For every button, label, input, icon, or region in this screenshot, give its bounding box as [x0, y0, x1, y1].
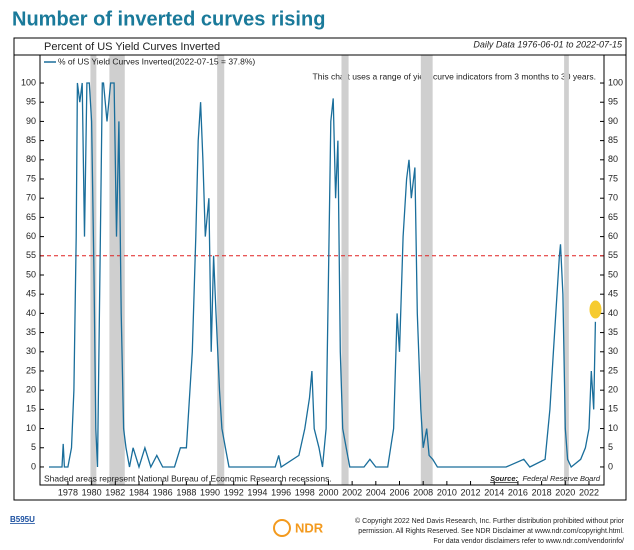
y-tick-label: 100	[608, 77, 623, 87]
y-tick-label: 35	[608, 327, 618, 337]
y-tick-label: 85	[608, 135, 618, 145]
x-tick-label: 1978	[58, 487, 78, 497]
y-tick-label: 95	[608, 97, 618, 107]
y-tick-label: 85	[26, 135, 36, 145]
recession-band	[109, 55, 125, 485]
source-label: Source:	[490, 474, 518, 483]
footer-line: For data vendor disclaimers refer to www…	[433, 538, 624, 545]
y-tick-label: 50	[26, 269, 36, 279]
y-tick-label: 70	[26, 193, 36, 203]
plot-frame	[39, 54, 605, 486]
y-tick-label: 55	[608, 250, 618, 260]
y-tick-label: 60	[608, 231, 618, 241]
chart-title: Number of inverted curves rising	[12, 8, 325, 30]
y-tick-label: 40	[608, 308, 618, 318]
y-tick-label: 30	[26, 346, 36, 356]
x-tick-label: 2022	[579, 487, 599, 497]
x-tick-label: 1984	[129, 487, 149, 497]
recession-note: Shaded areas represent National Bureau o…	[44, 473, 332, 483]
chart-code[interactable]: B595U	[10, 515, 35, 524]
highlight	[589, 300, 602, 319]
y-tick-label: 5	[608, 442, 613, 452]
y-tick-label: 45	[26, 289, 36, 299]
x-tick-label: 2016	[508, 487, 528, 497]
footer-line: © Copyright 2022 Ned Davis Research, Inc…	[355, 517, 625, 525]
y-tick-label: 20	[26, 385, 36, 395]
recession-band	[341, 55, 349, 485]
source: Federal Reserve Board	[522, 474, 600, 483]
x-tick-label: 2000	[318, 487, 338, 497]
y-tick-label: 55	[26, 250, 36, 260]
y-tick-label: 10	[26, 423, 36, 433]
y-tick-label: 65	[26, 212, 36, 222]
y-tick-label: 90	[608, 116, 618, 126]
y-tick-label: 50	[608, 269, 618, 279]
y-tick-label: 35	[26, 327, 36, 337]
y-tick-label: 75	[26, 173, 36, 183]
x-tick-label: 2014	[484, 487, 504, 497]
legend-label: % of US Yield Curves Inverted(2022-07-15…	[58, 56, 255, 66]
x-tick-label: 1994	[247, 487, 267, 497]
date-range: Daily Data 1976-06-01 to 2022-07-15	[473, 39, 623, 49]
x-tick-label: 2004	[366, 487, 386, 497]
y-tick-label: 70	[608, 193, 618, 203]
logo-icon	[273, 519, 291, 537]
y-tick-label: 25	[608, 365, 618, 375]
x-tick-label: 2006	[389, 487, 409, 497]
x-tick-label: 1998	[295, 487, 315, 497]
x-tick-label: 1996	[271, 487, 291, 497]
x-tick-label: 1988	[176, 487, 196, 497]
outer-frame	[13, 37, 627, 501]
y-tick-label: 15	[26, 404, 36, 414]
y-tick-label: 0	[608, 461, 613, 471]
x-tick-label: 1992	[224, 487, 244, 497]
x-tick-label: 2008	[413, 487, 433, 497]
series-line	[49, 82, 597, 470]
y-tick-label: 40	[26, 308, 36, 318]
y-tick-label: 25	[26, 365, 36, 375]
x-tick-label: 2002	[342, 487, 362, 497]
logo: NDR	[295, 520, 324, 535]
x-tick-label: 2010	[437, 487, 457, 497]
y-tick-label: 80	[608, 154, 618, 164]
y-tick-label: 90	[26, 116, 36, 126]
y-tick-label: 15	[608, 404, 618, 414]
y-tick-label: 10	[608, 423, 618, 433]
subtitle: Percent of US Yield Curves Inverted	[44, 41, 220, 53]
y-tick-label: 95	[26, 97, 36, 107]
x-tick-label: 2012	[461, 487, 481, 497]
y-tick-label: 100	[21, 77, 36, 87]
y-tick-label: 60	[26, 231, 36, 241]
x-tick-label: 1980	[82, 487, 102, 497]
y-tick-label: 5	[31, 442, 36, 452]
y-tick-label: 20	[608, 385, 618, 395]
x-tick-label: 2018	[532, 487, 552, 497]
x-tick-label: 1982	[105, 487, 125, 497]
y-tick-label: 30	[608, 346, 618, 356]
footer-line: permission. All Rights Reserved. See NDR…	[358, 528, 624, 535]
y-tick-label: 0	[31, 461, 36, 471]
note: This chart uses a range of yield curve i…	[313, 71, 596, 81]
x-tick-label: 1986	[153, 487, 173, 497]
y-tick-label: 75	[608, 173, 618, 183]
y-tick-label: 80	[26, 154, 36, 164]
x-tick-label: 2020	[555, 487, 575, 497]
y-tick-label: 45	[608, 289, 618, 299]
x-tick-label: 1990	[200, 487, 220, 497]
recession-band	[564, 55, 569, 485]
recession-band	[420, 55, 433, 485]
recession-band	[217, 55, 225, 485]
y-tick-label: 65	[608, 212, 618, 222]
